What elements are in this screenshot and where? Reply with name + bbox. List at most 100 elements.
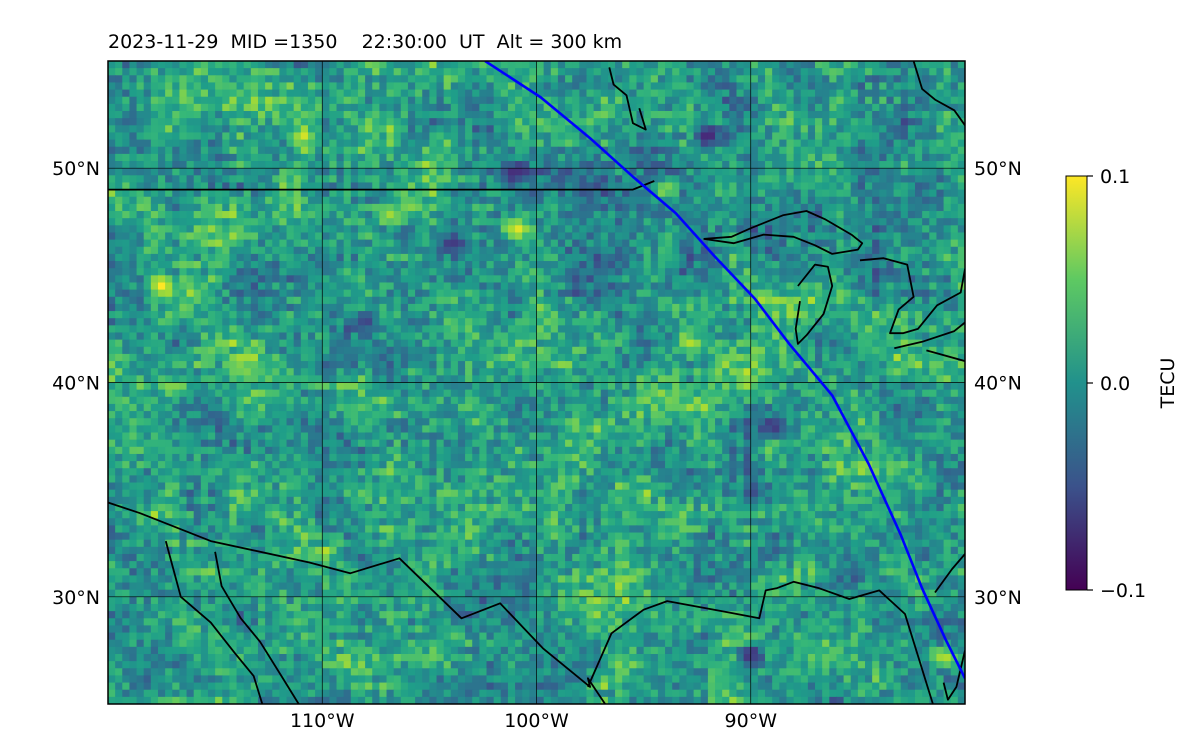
- heatmap-cell: [907, 346, 916, 355]
- heatmap-cell: [850, 211, 859, 219]
- heatmap-cell: [407, 268, 416, 276]
- heatmap-cell: [815, 339, 823, 348]
- heatmap-cell: [108, 96, 116, 105]
- heatmap-cell: [615, 296, 623, 305]
- heatmap-cell: [636, 296, 645, 305]
- heatmap-cell: [415, 161, 423, 169]
- heatmap-cell: [357, 118, 366, 126]
- heatmap-cell: [272, 353, 280, 362]
- heatmap-cell: [300, 275, 309, 284]
- heatmap-cell: [872, 303, 880, 312]
- heatmap-cell: [329, 232, 338, 241]
- heatmap-cell: [700, 268, 709, 276]
- heatmap-cell: [850, 303, 859, 312]
- heatmap-cell: [357, 303, 366, 312]
- heatmap-cell: [350, 96, 359, 105]
- heatmap-cell: [165, 325, 173, 334]
- heatmap-cell: [172, 225, 181, 234]
- heatmap-cell: [372, 282, 380, 291]
- heatmap-cell: [907, 96, 916, 105]
- heatmap-cell: [557, 132, 566, 141]
- heatmap-cell: [515, 275, 523, 284]
- heatmap-cell: [600, 89, 609, 98]
- heatmap-cell: [522, 103, 530, 112]
- heatmap-cell: [572, 275, 580, 284]
- heatmap-cell: [686, 125, 695, 134]
- heatmap-cell: [743, 89, 752, 98]
- heatmap-cell: [922, 275, 930, 284]
- heatmap-cell: [400, 268, 409, 276]
- heatmap-cell: [136, 339, 145, 348]
- heatmap-cell: [236, 161, 245, 169]
- heatmap-cell: [950, 289, 959, 298]
- heatmap-cell: [943, 211, 952, 219]
- heatmap-cell: [879, 318, 888, 326]
- heatmap-cell: [122, 218, 131, 226]
- heatmap-cell: [943, 339, 952, 348]
- heatmap-cell: [186, 203, 195, 212]
- heatmap-cell: [357, 225, 366, 234]
- heatmap-cell: [822, 82, 830, 91]
- heatmap-cell: [579, 275, 588, 284]
- heatmap-cell: [900, 268, 909, 276]
- heatmap-cell: [872, 196, 880, 205]
- heatmap-cell: [800, 82, 809, 91]
- heatmap-cell: [165, 253, 173, 262]
- heatmap-cell: [157, 239, 166, 248]
- heatmap-cell: [336, 289, 345, 298]
- heatmap-cell: [122, 132, 131, 141]
- heatmap-cell: [265, 146, 273, 155]
- heatmap-cell: [579, 218, 588, 226]
- heatmap-cell: [950, 153, 959, 162]
- heatmap-cell: [515, 161, 523, 169]
- heatmap-cell: [693, 289, 702, 298]
- heatmap-cell: [315, 146, 323, 155]
- heatmap-cell: [207, 246, 216, 255]
- heatmap-cell: [172, 289, 181, 298]
- heatmap-cell: [343, 182, 352, 191]
- heatmap-cell: [500, 196, 509, 205]
- heatmap-cell: [450, 303, 459, 312]
- heatmap-cell: [407, 75, 416, 84]
- heatmap-cell: [807, 82, 816, 91]
- heatmap-cell: [936, 282, 945, 291]
- heatmap-cell: [593, 282, 602, 291]
- heatmap-cell: [957, 289, 965, 298]
- heatmap-cell: [329, 339, 338, 348]
- heatmap-cell: [672, 246, 680, 255]
- heatmap-cell: [636, 246, 645, 255]
- heatmap-cell: [365, 289, 373, 298]
- heatmap-cell: [415, 68, 423, 76]
- heatmap-cell: [293, 75, 302, 84]
- heatmap-cell: [465, 89, 473, 98]
- heatmap-cell: [900, 175, 909, 184]
- heatmap-cell: [422, 268, 430, 276]
- heatmap-cell: [865, 232, 873, 241]
- heatmap-cell: [807, 168, 816, 176]
- heatmap-cell: [336, 132, 345, 141]
- heatmap-cell: [515, 103, 523, 112]
- heatmap-cell: [372, 346, 380, 355]
- heatmap-cell: [743, 282, 752, 291]
- heatmap-cell: [772, 125, 780, 134]
- heatmap-cell: [257, 253, 266, 262]
- heatmap-cell: [572, 111, 580, 119]
- heatmap-cell: [343, 175, 352, 184]
- heatmap-cell: [579, 289, 588, 298]
- heatmap-cell: [415, 261, 423, 269]
- heatmap-cell: [165, 339, 173, 348]
- heatmap-cell: [436, 218, 445, 226]
- heatmap-cell: [807, 211, 816, 219]
- heatmap-cell: [529, 282, 538, 291]
- heatmap-cell: [786, 189, 795, 198]
- heatmap-cell: [229, 246, 238, 255]
- heatmap-cell: [557, 139, 566, 148]
- heatmap-cell: [672, 111, 680, 119]
- heatmap-cell: [407, 318, 416, 326]
- heatmap-cell: [829, 282, 838, 291]
- heatmap-cell: [357, 218, 366, 226]
- heatmap-cell: [729, 68, 738, 76]
- heatmap-cell: [315, 253, 323, 262]
- heatmap-cell: [700, 232, 709, 241]
- heatmap-cell: [279, 203, 288, 212]
